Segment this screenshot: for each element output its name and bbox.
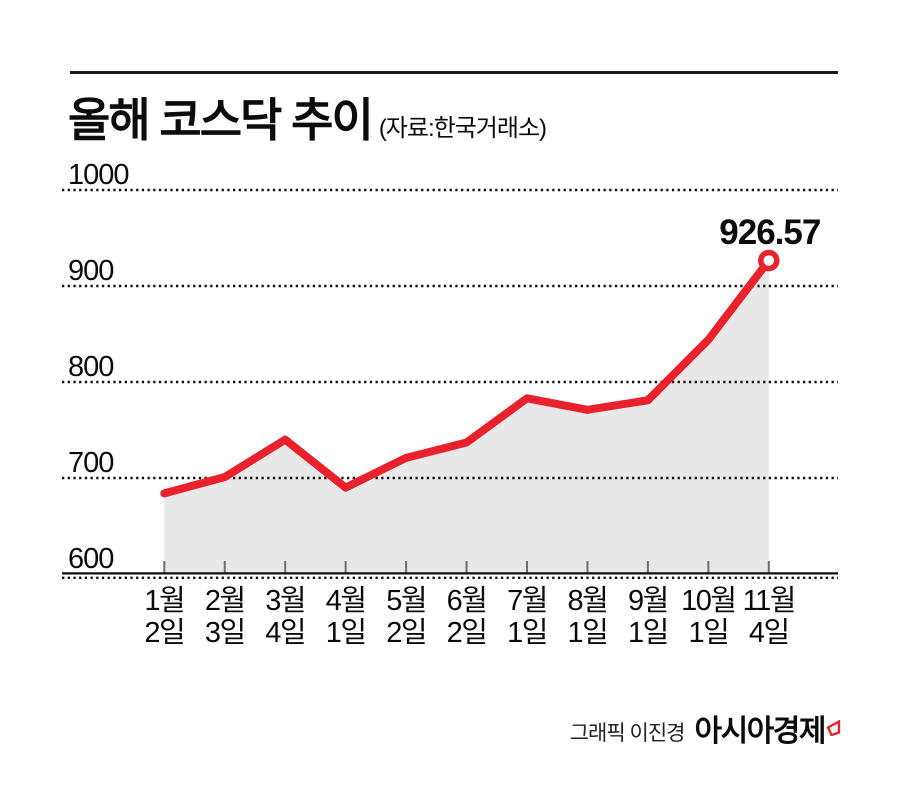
x-axis-month-label: 4월 bbox=[326, 584, 366, 617]
trend-line bbox=[160, 256, 773, 498]
top-rule bbox=[70, 71, 838, 74]
y-axis-label-800: 800 bbox=[68, 351, 113, 383]
end-point-marker bbox=[758, 249, 780, 272]
credit-label: 그래픽 이진경 bbox=[569, 722, 686, 745]
x-axis-day-label: 1일 bbox=[628, 617, 668, 649]
source-label: (자료:한국거래소) bbox=[378, 115, 547, 142]
x-axis-day-label: 2일 bbox=[447, 617, 487, 649]
x-axis-month-label: 10월 bbox=[681, 584, 735, 617]
y-axis-label-700: 700 bbox=[68, 447, 113, 479]
x-axis-month-label: 11월 bbox=[743, 584, 795, 617]
title-row: 올해 코스닥 추이 (자료:한국거래소) bbox=[68, 84, 547, 150]
x-axis-month-label: 5월 bbox=[386, 584, 426, 617]
asiae-logo-mark-icon bbox=[826, 720, 841, 736]
y-axis-label-1000: 1000 bbox=[68, 159, 129, 191]
x-axis-month-label: 2월 bbox=[205, 584, 245, 617]
x-axis-day-label: 1일 bbox=[326, 617, 366, 649]
credit: 그래픽 이진경 아시아경제 bbox=[570, 706, 841, 750]
x-axis-day-label: 3일 bbox=[205, 617, 245, 649]
x-axis-month-label: 6월 bbox=[447, 584, 487, 617]
y-axis-label-600: 600 bbox=[68, 543, 113, 575]
x-axis-day-label: 2일 bbox=[144, 617, 184, 649]
brand-logo: 아시아경제 bbox=[694, 715, 827, 748]
y-axis-label-900: 900 bbox=[68, 255, 113, 287]
x-axis-day-label: 1일 bbox=[568, 617, 608, 649]
x-axis-month-label: 3월 bbox=[265, 584, 305, 617]
area-fill bbox=[164, 260, 769, 574]
x-axis-month-label: 8월 bbox=[568, 584, 608, 617]
x-axis-day-label: 4일 bbox=[265, 617, 305, 649]
x-axis-month-label: 7월 bbox=[507, 584, 547, 617]
last-value-label: 926.57 bbox=[719, 213, 820, 252]
x-axis-month-label: 9월 bbox=[628, 584, 668, 617]
x-axis-day-label: 1일 bbox=[507, 617, 547, 649]
x-axis-day-label: 2일 bbox=[386, 617, 426, 649]
x-axis-day-label: 4일 bbox=[749, 617, 789, 649]
page-title: 올해 코스닥 추이 bbox=[68, 94, 374, 146]
x-axis-month-label: 1월 bbox=[144, 584, 184, 617]
x-axis-day-label: 1일 bbox=[688, 617, 728, 649]
